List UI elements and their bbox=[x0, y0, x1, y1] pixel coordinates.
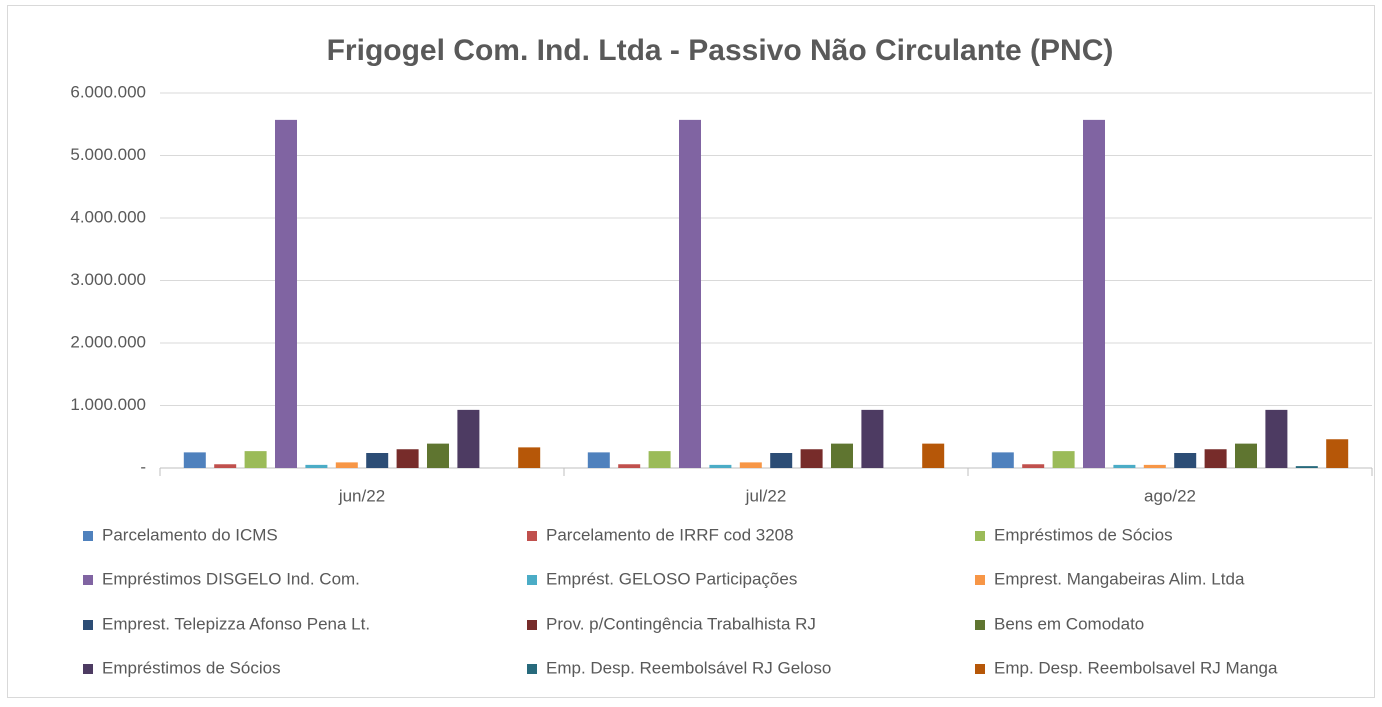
bar bbox=[922, 443, 945, 468]
x-tick-label: jun/22 bbox=[338, 486, 385, 505]
bar bbox=[305, 464, 328, 468]
legend-label: Emprest. Telepizza Afonso Pena Lt. bbox=[102, 614, 370, 633]
legend-label: Prov. p/Contingência Trabalhista RJ bbox=[546, 614, 816, 633]
bar bbox=[457, 409, 480, 468]
y-tick-label: 3.000.000 bbox=[70, 270, 146, 289]
bar bbox=[1083, 119, 1105, 468]
legend-swatch bbox=[527, 575, 537, 585]
bar bbox=[648, 451, 671, 468]
bar bbox=[1265, 409, 1288, 468]
legend-swatch bbox=[527, 531, 537, 541]
bar bbox=[275, 119, 297, 468]
legend-swatch bbox=[527, 620, 537, 630]
bar bbox=[1113, 464, 1136, 468]
x-tick-label: ago/22 bbox=[1144, 486, 1196, 505]
bar bbox=[770, 453, 793, 468]
legend-swatch bbox=[975, 620, 985, 630]
bar bbox=[679, 119, 701, 468]
legend-label: Emp. Desp. Reembolsavel RJ Manga bbox=[994, 658, 1278, 677]
y-tick-label: - bbox=[140, 457, 146, 476]
y-tick-label: 5.000.000 bbox=[70, 145, 146, 164]
bar bbox=[587, 452, 610, 468]
bar bbox=[214, 464, 237, 468]
legend-label: Empréstimos de Sócios bbox=[102, 658, 281, 677]
bar bbox=[366, 453, 389, 468]
bar bbox=[618, 464, 641, 468]
bar bbox=[1052, 451, 1075, 468]
legend-swatch bbox=[975, 664, 985, 674]
legend-swatch bbox=[83, 620, 93, 630]
bar bbox=[1235, 443, 1257, 468]
legend-label: Emp. Desp. Reembolsável RJ Geloso bbox=[546, 658, 831, 677]
bar bbox=[800, 449, 823, 468]
legend-swatch bbox=[83, 664, 93, 674]
legend-label: Bens em Comodato bbox=[994, 614, 1144, 633]
bar bbox=[739, 462, 762, 468]
bar bbox=[396, 449, 419, 468]
legend-swatch bbox=[83, 531, 93, 541]
legend-label: Parcelamento de IRRF cod 3208 bbox=[546, 525, 794, 544]
bar bbox=[183, 452, 206, 468]
bar bbox=[1326, 439, 1349, 468]
bar bbox=[1174, 453, 1197, 468]
y-tick-label: 1.000.000 bbox=[70, 395, 146, 414]
bar bbox=[1204, 449, 1227, 468]
legend-label: Emprest. Mangabeiras Alim. Ltda bbox=[994, 569, 1245, 588]
y-tick-label: 2.000.000 bbox=[70, 332, 146, 351]
x-tick-label: jul/22 bbox=[745, 486, 787, 505]
legend-label: Parcelamento do ICMS bbox=[102, 525, 278, 544]
bar bbox=[1143, 464, 1166, 468]
chart-title: Frigogel Com. Ind. Ltda - Passivo Não Ci… bbox=[327, 34, 1114, 67]
bar bbox=[709, 464, 732, 468]
bar bbox=[1022, 464, 1045, 468]
legend-swatch bbox=[975, 575, 985, 585]
bar bbox=[335, 462, 358, 468]
legend-swatch bbox=[975, 531, 985, 541]
bar bbox=[861, 409, 884, 468]
legend-label: Emprést. GELOSO Participações bbox=[546, 569, 797, 588]
legend-label: Empréstimos de Sócios bbox=[994, 525, 1173, 544]
y-tick-label: 6.000.000 bbox=[70, 82, 146, 101]
bar bbox=[991, 452, 1014, 468]
bar bbox=[244, 451, 267, 468]
bar bbox=[831, 443, 853, 468]
bar bbox=[1295, 466, 1318, 468]
legend-swatch bbox=[527, 664, 537, 674]
y-tick-label: 4.000.000 bbox=[70, 207, 146, 226]
bar bbox=[518, 447, 541, 468]
bar bbox=[427, 443, 449, 468]
legend-swatch bbox=[83, 575, 93, 585]
legend-label: Empréstimos DISGELO Ind. Com. bbox=[102, 569, 360, 588]
